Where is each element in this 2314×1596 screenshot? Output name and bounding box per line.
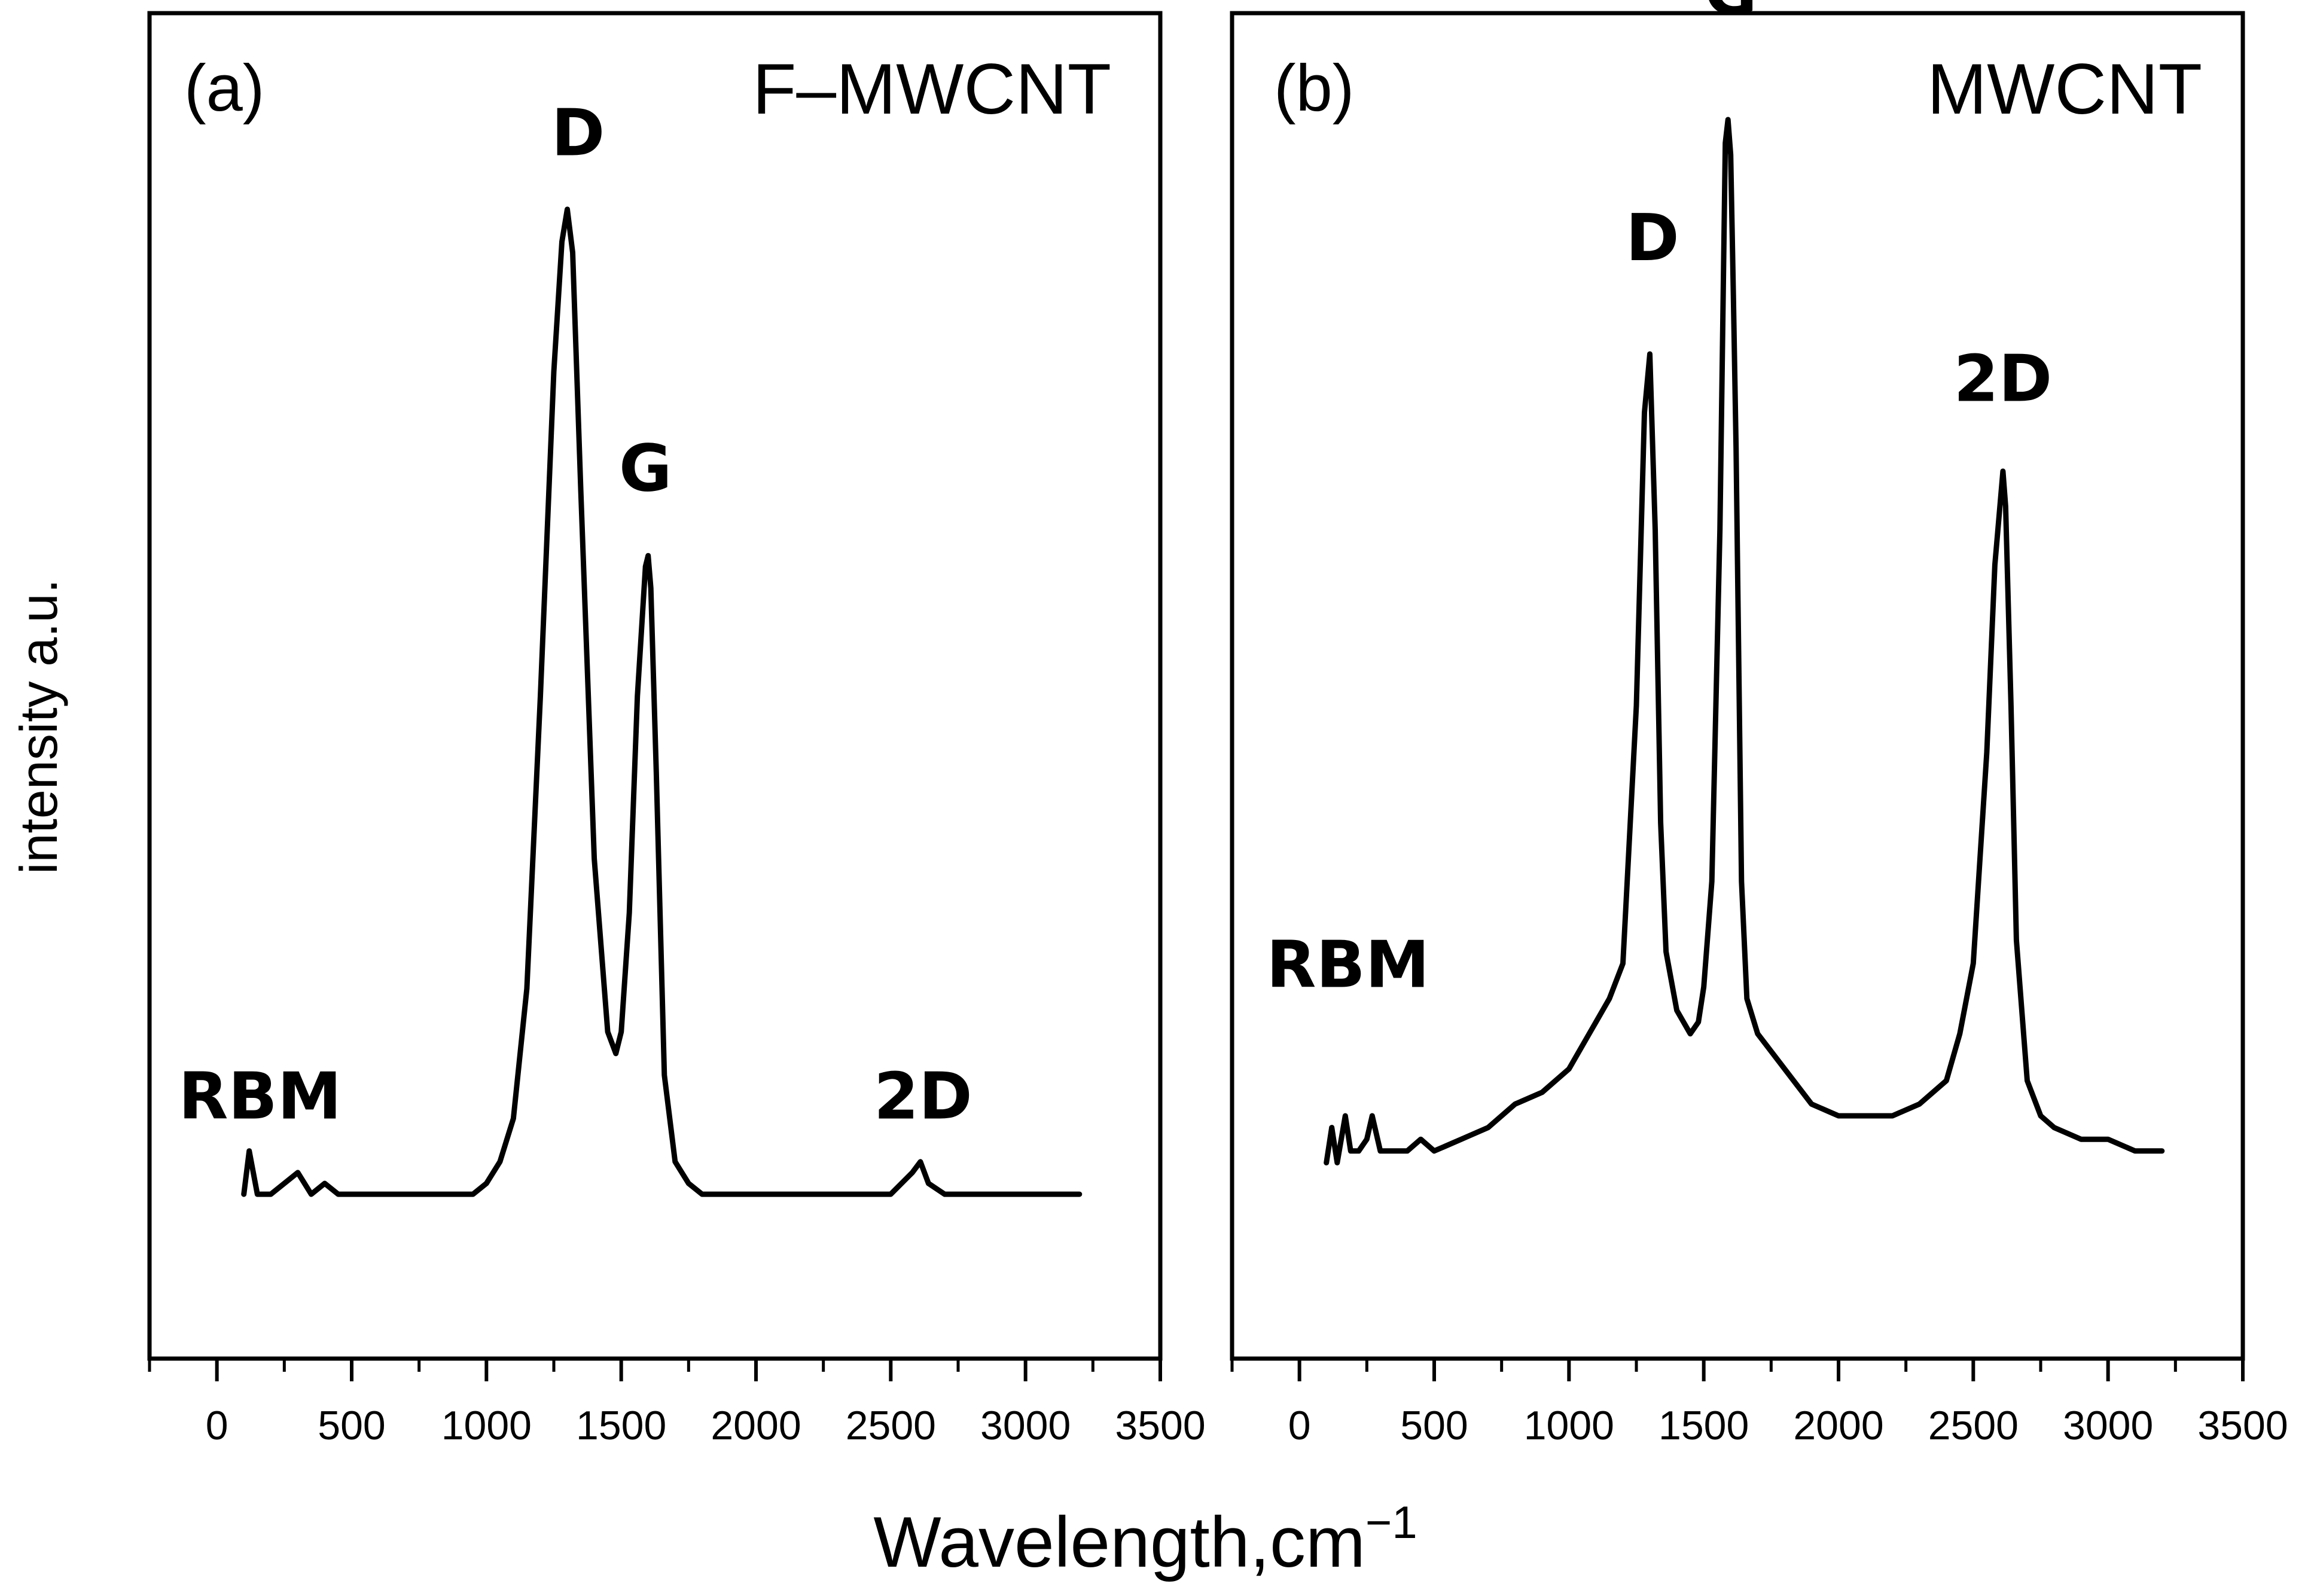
panel-b-label: (b): [1274, 51, 1354, 125]
panel-a-x-tick-label-500: 500: [318, 1403, 385, 1448]
y-axis-title: intensity a.u.: [9, 579, 68, 874]
panel-a-frame: [147, 11, 1163, 1361]
panel-a-spectrum-line: [241, 206, 1083, 1197]
panel-b-x-tick-label-2000: 2000: [1793, 1403, 1883, 1448]
panel-a-peak-label-rbm: RBM: [178, 1059, 342, 1134]
panel-b-frame: [1230, 11, 2245, 1361]
panel-b-x-tick-label-1000: 1000: [1524, 1403, 1614, 1448]
panel-b-x-tick-label-0: 0: [1288, 1403, 1311, 1448]
x-axis-title-main: Wavelength,cm: [873, 1502, 1365, 1582]
panel-a-x-tick-label-1000: 1000: [441, 1403, 532, 1448]
panel-b-peak-label-rbm: RBM: [1266, 927, 1429, 1002]
panel-b-x-tick-label-1500: 1500: [1658, 1403, 1749, 1448]
panel-a-x-tick-label-2500: 2500: [846, 1403, 936, 1448]
panel-a-label: (a): [184, 51, 264, 125]
panel-a-peak-label-d: D: [551, 96, 605, 171]
x-axis-title-superscript: −1: [1365, 1497, 1417, 1548]
panel-a-x-tick-label-3500: 3500: [1115, 1403, 1205, 1448]
panel-b-peak-label-d: D: [1626, 201, 1679, 276]
panel-a-peak-label-2d: 2D: [874, 1059, 972, 1134]
panel-b-x-tick-label-2500: 2500: [1928, 1403, 2019, 1448]
panel-b-sample-label: MWCNT: [1927, 49, 2202, 129]
panel-a: 0 500 1000 1500 2000 2500 3000 3500 (a) F–MWCNT…: [147, 11, 1206, 1448]
panel-b-x-axis: 0 500 1000 1500 2000 2500 3000 3500: [1230, 1359, 2288, 1448]
panel-a-peak-label-g: G: [619, 432, 672, 506]
panel-a-x-tick-label-3000: 3000: [980, 1403, 1071, 1448]
panel-a-x-tick-label-1500: 1500: [576, 1403, 666, 1448]
panel-b: 0 500 1000 1500 2000 2500 3000 3500 (b) MWCNT D…: [1230, 0, 2288, 1448]
panel-b-peak-label-g: G: [1704, 0, 1757, 30]
panel-b-spectrum-line: [1324, 117, 2165, 1165]
panel-b-x-tick-label-500: 500: [1400, 1403, 1468, 1448]
panel-b-x-tick-label-3000: 3000: [2063, 1403, 2153, 1448]
panel-a-sample-label: F–MWCNT: [752, 49, 1111, 129]
panel-b-x-tick-label-3500: 3500: [2197, 1403, 2288, 1448]
x-axis-title: Wavelength,cm−1: [873, 1497, 1417, 1582]
panel-a-x-tick-label-2000: 2000: [711, 1403, 801, 1448]
panel-a-x-tick-label-0: 0: [206, 1403, 228, 1448]
panel-a-x-axis: 0 500 1000 1500 2000 2500 3000 3500: [148, 1359, 1206, 1448]
panel-b-peak-label-2d: 2D: [1954, 341, 2053, 416]
